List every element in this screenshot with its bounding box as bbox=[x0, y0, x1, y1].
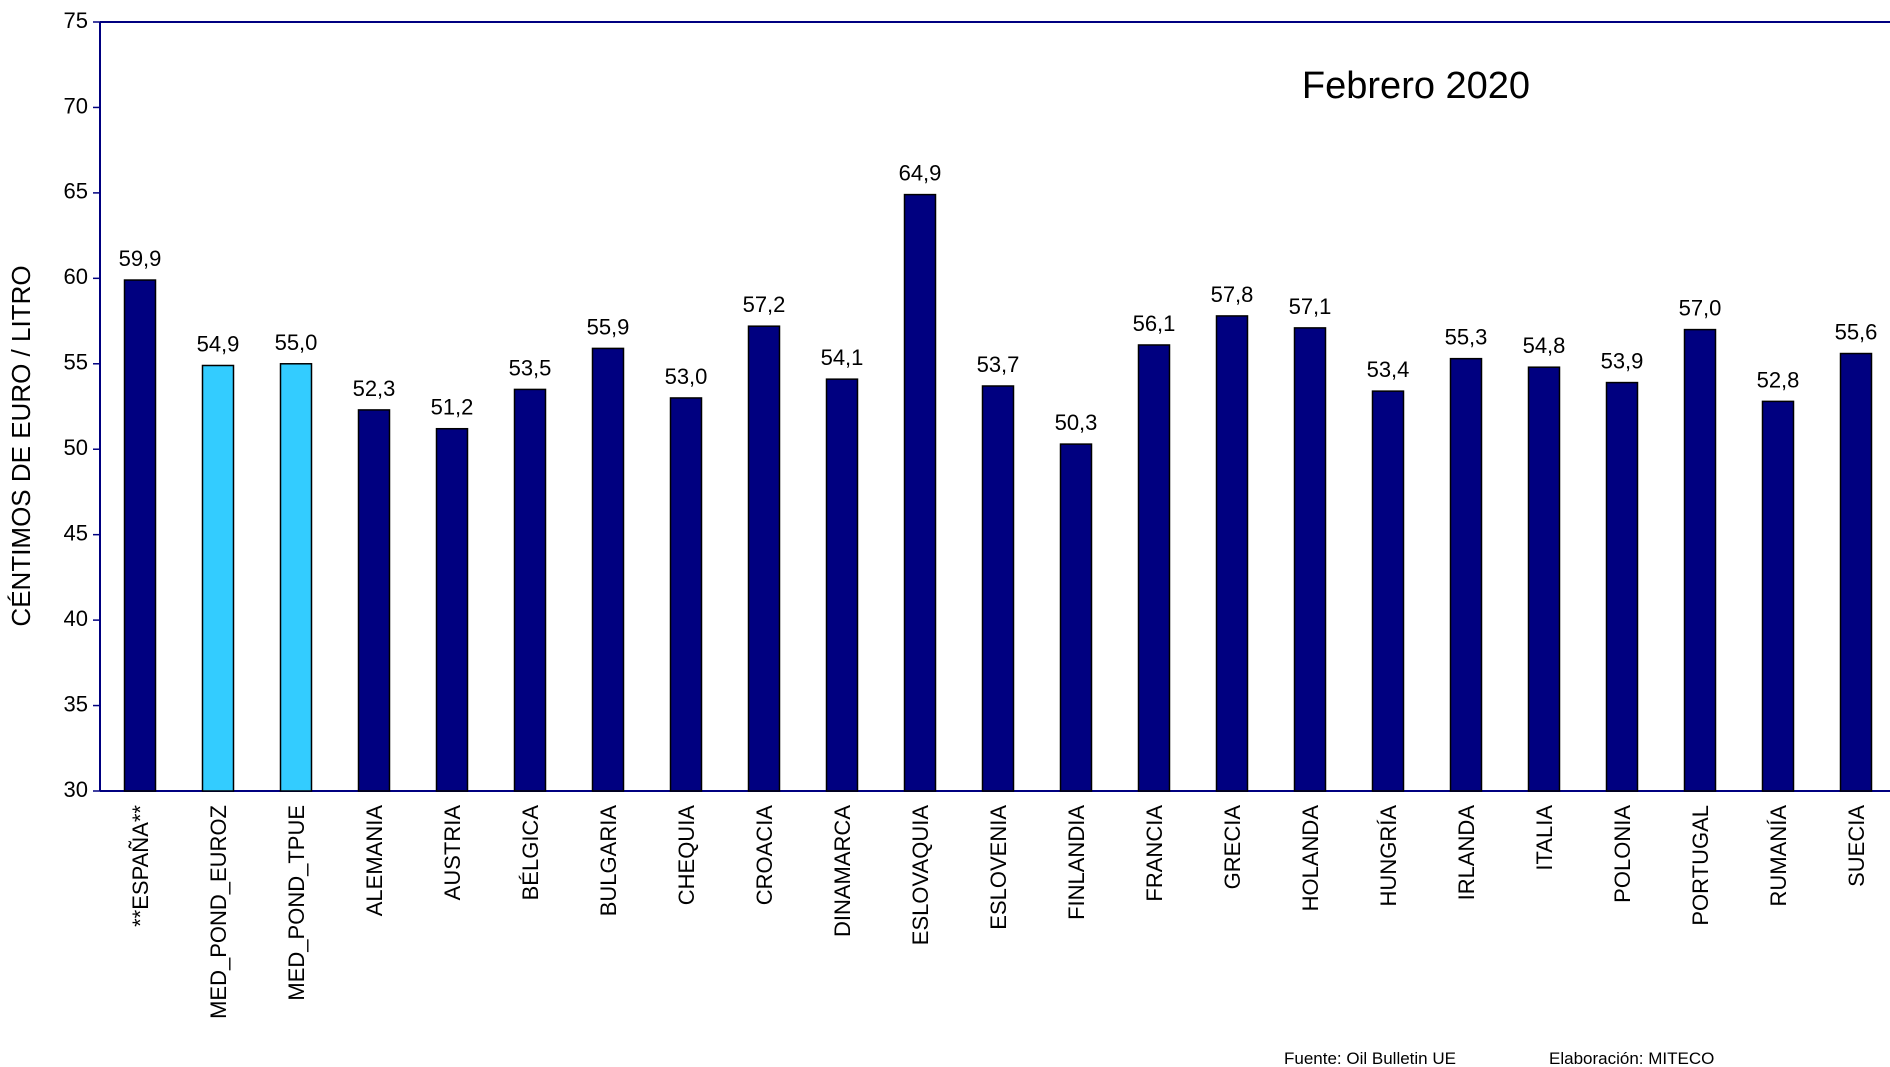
x-tick-label: AUSTRIA bbox=[440, 805, 465, 901]
value-label: 51,2 bbox=[431, 395, 474, 420]
x-tick-label: ALEMANIA bbox=[362, 805, 387, 917]
x-tick-label: ITALIA bbox=[1532, 805, 1557, 871]
value-label: 54,1 bbox=[821, 345, 864, 370]
bar bbox=[513, 388, 547, 792]
y-tick-label: 40 bbox=[64, 606, 88, 631]
bar bbox=[357, 409, 391, 792]
bar bbox=[1137, 344, 1171, 792]
bar bbox=[1761, 400, 1795, 792]
x-tick-label: CHEQUIA bbox=[674, 805, 699, 906]
y-tick-label: 35 bbox=[64, 691, 88, 716]
source-note: Fuente: Oil Bulletin UE bbox=[1284, 1049, 1456, 1067]
value-label: 53,7 bbox=[977, 352, 1020, 377]
bar bbox=[435, 427, 469, 792]
value-label: 52,8 bbox=[1757, 367, 1800, 392]
credit-note: Elaboración: MITECO bbox=[1549, 1049, 1714, 1067]
bar bbox=[747, 325, 781, 792]
value-label: 53,5 bbox=[509, 355, 552, 380]
bar bbox=[1683, 328, 1717, 792]
bar bbox=[201, 364, 235, 792]
bar bbox=[1839, 352, 1873, 792]
y-tick-label: 55 bbox=[64, 350, 88, 375]
value-label: 64,9 bbox=[899, 161, 942, 186]
x-tick-label: HOLANDA bbox=[1298, 805, 1323, 912]
x-tick-label: GRECIA bbox=[1220, 805, 1245, 890]
x-tick-label: PORTUGAL bbox=[1688, 805, 1713, 926]
bar bbox=[1527, 366, 1561, 792]
x-tick-label: POLONIA bbox=[1610, 805, 1635, 903]
x-tick-label: **ESPAÑA** bbox=[128, 805, 153, 927]
y-axis-label: CÉNTIMOS DE EURO / LITRO bbox=[6, 265, 36, 626]
bar bbox=[1293, 327, 1327, 792]
y-tick-label: 30 bbox=[64, 777, 88, 802]
value-label: 56,1 bbox=[1133, 311, 1176, 336]
x-tick-label: FRANCIA bbox=[1142, 805, 1167, 902]
x-tick-label: ESLOVAQUIA bbox=[908, 805, 933, 946]
bar bbox=[279, 363, 313, 792]
value-label: 54,9 bbox=[197, 331, 240, 356]
x-tick-label: IRLANDA bbox=[1454, 805, 1479, 901]
bar bbox=[825, 378, 859, 792]
y-tick-label: 50 bbox=[64, 435, 88, 460]
x-tick-label: CROACIA bbox=[752, 805, 777, 906]
value-label: 55,6 bbox=[1835, 320, 1878, 345]
value-label: 55,0 bbox=[275, 330, 318, 355]
x-tick-label: DINAMARCA bbox=[830, 805, 855, 937]
bar bbox=[123, 279, 157, 792]
x-tick-label: FINLANDIA bbox=[1064, 805, 1089, 920]
y-tick-label: 75 bbox=[64, 8, 88, 33]
bar bbox=[1371, 390, 1405, 792]
x-tick-label: RUMANÍA bbox=[1766, 805, 1791, 907]
value-label: 57,0 bbox=[1679, 296, 1722, 321]
bar bbox=[1605, 381, 1639, 792]
y-tick-label: 70 bbox=[64, 93, 88, 118]
x-tick-label: ESLOVENIA bbox=[986, 805, 1011, 930]
y-tick-label: 45 bbox=[64, 520, 88, 545]
x-tick-label: HUNGRÍA bbox=[1376, 805, 1401, 907]
value-label: 57,2 bbox=[743, 292, 786, 317]
value-label: 52,3 bbox=[353, 376, 396, 401]
value-label: 54,8 bbox=[1523, 333, 1566, 358]
value-label: 57,1 bbox=[1289, 294, 1332, 319]
bar bbox=[1215, 315, 1249, 792]
bar bbox=[1449, 357, 1483, 792]
value-label: 53,0 bbox=[665, 364, 708, 389]
value-label: 53,9 bbox=[1601, 349, 1644, 374]
value-label: 55,3 bbox=[1445, 325, 1488, 350]
value-label: 53,4 bbox=[1367, 357, 1410, 382]
chart-title: Febrero 2020 bbox=[1302, 65, 1530, 107]
x-tick-label: BULGARIA bbox=[596, 805, 621, 917]
value-label: 57,8 bbox=[1211, 282, 1254, 307]
bar bbox=[903, 193, 937, 792]
bar bbox=[981, 385, 1015, 792]
x-tick-label: SUECIA bbox=[1844, 805, 1869, 887]
value-label: 59,9 bbox=[119, 246, 162, 271]
bar bbox=[591, 347, 625, 792]
value-label: 55,9 bbox=[587, 314, 630, 339]
bar bbox=[669, 397, 703, 792]
value-label: 50,3 bbox=[1055, 410, 1098, 435]
x-tick-label: MED_POND_TPUE bbox=[284, 805, 309, 1001]
x-tick-label: MED_POND_EUROZ bbox=[206, 805, 231, 1019]
y-tick-label: 65 bbox=[64, 179, 88, 204]
x-tick-label: BÉLGICA bbox=[518, 805, 543, 901]
y-tick-label: 60 bbox=[64, 264, 88, 289]
bar bbox=[1059, 443, 1093, 792]
